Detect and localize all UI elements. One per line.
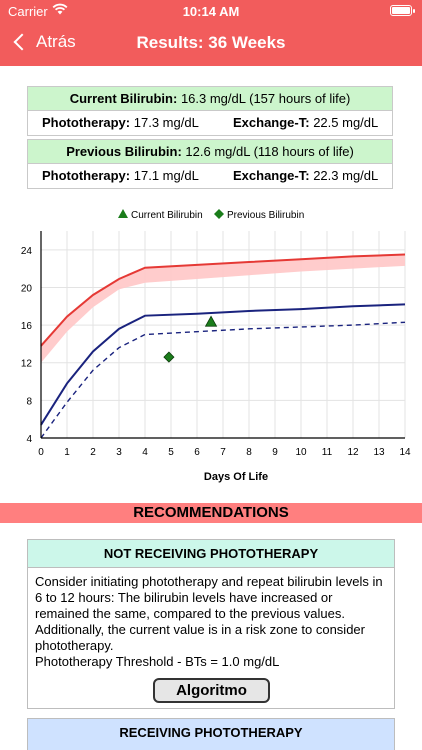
x-axis-label: Days Of Life [204,471,268,483]
recommendations-header: RECOMMENDATIONS [0,503,422,523]
x-tick-label: 0 [38,447,44,458]
previous-phototherapy-label: Phototherapy: [42,168,131,183]
x-tick-label: 9 [272,447,278,458]
y-tick-label: 4 [26,434,32,445]
receiving-phototherapy-box: RECEIVING PHOTOTHERAPY [27,718,395,750]
x-tick-label: 5 [168,447,174,458]
risk-band [41,254,405,363]
wifi-icon [52,3,68,18]
receiving-title: RECEIVING PHOTOTHERAPY [28,719,394,747]
current-phototherapy-value: 17.3 mg/dL [133,115,199,130]
y-tick-label: 12 [21,359,33,370]
current-bilirubin-point [204,315,218,327]
previous-bilirubin-value: 12.6 mg/dL (118 hours of life) [185,144,354,159]
current-exchange-label: Exchange-T: [233,115,310,130]
legend-triangle-icon [118,209,128,218]
carrier-label: Carrier [8,4,48,19]
previous-exchange-value: 22.3 mg/dL [313,168,379,183]
back-label: Atrás [36,32,76,51]
current-bilirubin-card: Current Bilirubin: 16.3 mg/dL (157 hours… [27,86,393,136]
x-tick-label: 14 [399,447,411,458]
current-bilirubin-label: Current Bilirubin: [69,91,178,106]
current-thresholds-row: Phototherapy: 17.3 mg/dL Exchange-T: 22.… [28,111,392,135]
x-tick-label: 12 [347,447,359,458]
previous-bilirubin-header: Previous Bilirubin: 12.6 mg/dL (118 hour… [28,140,392,164]
current-bilirubin-value: 16.3 mg/dL (157 hours of life) [180,91,351,106]
header: Carrier 10:14 AM Atrás Results: 36 Weeks [0,0,422,66]
legend-previous-label: Previous Bilirubin [227,210,304,221]
x-tick-label: 4 [142,447,148,458]
previous-thresholds-row: Phototherapy: 17.1 mg/dL Exchange-T: 22.… [28,164,392,188]
previous-exchange-label: Exchange-T: [233,168,310,183]
back-button[interactable]: Atrás [10,32,76,52]
x-tick-label: 3 [116,447,122,458]
battery-icon [390,5,415,16]
y-tick-label: 8 [26,396,32,407]
previous-bilirubin-label: Previous Bilirubin: [66,144,182,159]
not-receiving-title: NOT RECEIVING PHOTOTHERAPY [28,540,394,568]
x-tick-label: 2 [90,447,96,458]
previous-bilirubin-card: Previous Bilirubin: 12.6 mg/dL (118 hour… [27,139,393,189]
series-line-2 [40,303,406,426]
not-receiving-text: Consider initiating phototherapy and rep… [35,574,383,653]
phototherapy-threshold: Phototherapy Threshold - BTs = 1.0 mg/dL [35,654,280,669]
y-tick-label: 16 [21,321,33,332]
not-receiving-phototherapy-box: NOT RECEIVING PHOTOTHERAPY Consider init… [27,539,395,709]
status-bar: Carrier 10:14 AM [0,0,422,22]
x-tick-label: 7 [220,447,226,458]
current-bilirubin-header: Current Bilirubin: 16.3 mg/dL (157 hours… [28,87,392,111]
x-tick-label: 8 [246,447,252,458]
page-title: Results: 36 Weeks [136,33,286,52]
legend-current-label: Current Bilirubin [131,210,203,221]
legend-diamond-icon [214,209,224,219]
y-tick-label: 24 [21,246,33,257]
x-tick-label: 1 [64,447,70,458]
x-tick-label: 11 [322,447,333,458]
series-line-0 [40,253,406,347]
previous-bilirubin-point [163,351,175,363]
x-tick-label: 13 [373,447,385,458]
series-line-3 [40,321,406,439]
x-tick-label: 6 [194,447,200,458]
current-exchange-value: 22.5 mg/dL [313,115,379,130]
x-tick-label: 10 [295,447,307,458]
y-tick-label: 20 [21,283,33,294]
current-phototherapy-label: Phototherapy: [42,115,131,130]
algoritmo-button[interactable]: Algoritmo [153,678,270,703]
clock: 10:14 AM [182,4,240,19]
previous-phototherapy-value: 17.1 mg/dL [133,168,199,183]
